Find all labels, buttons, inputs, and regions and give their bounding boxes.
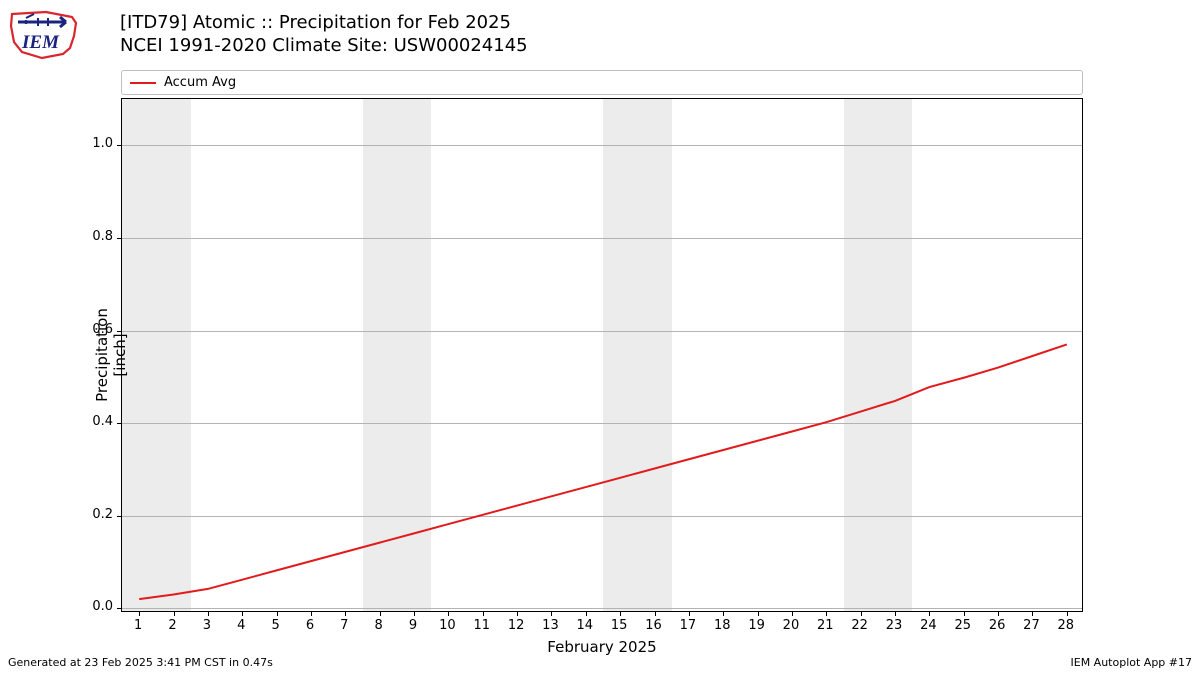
y-axis-label: Precipitation [inch]	[93, 285, 129, 425]
xtick-label: 19	[743, 618, 771, 633]
xtick-label: 22	[846, 618, 874, 633]
ytick-label: 0.4	[73, 414, 113, 429]
xtick-label: 24	[914, 618, 942, 633]
footer-appid: IEM Autoplot App #17	[1071, 656, 1193, 669]
xtick-label: 17	[674, 618, 702, 633]
xtick-label: 6	[296, 618, 324, 633]
xtick-label: 2	[159, 618, 187, 633]
xtick-label: 9	[399, 618, 427, 633]
xtick-label: 18	[708, 618, 736, 633]
legend-line	[130, 82, 156, 84]
xtick-label: 1	[124, 618, 152, 633]
xtick-label: 25	[949, 618, 977, 633]
plot-area	[121, 98, 1083, 612]
legend-label: Accum Avg	[164, 75, 236, 90]
xtick-label: 8	[365, 618, 393, 633]
svg-text:IEM: IEM	[21, 32, 60, 53]
xtick-label: 11	[468, 618, 496, 633]
xtick-label: 20	[777, 618, 805, 633]
xtick-label: 5	[262, 618, 290, 633]
ytick-label: 1.0	[73, 136, 113, 151]
ytick-label: 0.6	[73, 322, 113, 337]
footer-generated: Generated at 23 Feb 2025 3:41 PM CST in …	[8, 656, 273, 669]
xtick-label: 21	[811, 618, 839, 633]
ytick-label: 0.2	[73, 507, 113, 522]
series-svg	[122, 99, 1084, 613]
xtick-label: 15	[605, 618, 633, 633]
xtick-label: 23	[880, 618, 908, 633]
title-line1: [ITD79] Atomic :: Precipitation for Feb …	[120, 12, 528, 35]
ytick-label: 0.8	[73, 229, 113, 244]
xtick-label: 13	[536, 618, 564, 633]
xtick-label: 27	[1017, 618, 1045, 633]
xtick-label: 10	[433, 618, 461, 633]
xtick-label: 16	[640, 618, 668, 633]
iem-logo: IEM	[8, 8, 80, 60]
xtick-label: 3	[193, 618, 221, 633]
xtick-label: 14	[571, 618, 599, 633]
xtick-label: 28	[1052, 618, 1080, 633]
legend: Accum Avg	[121, 70, 1083, 95]
ytick-label: 0.0	[73, 599, 113, 614]
xtick-label: 12	[502, 618, 530, 633]
chart-title: [ITD79] Atomic :: Precipitation for Feb …	[120, 12, 528, 57]
x-axis-label: February 2025	[121, 638, 1083, 656]
title-line2: NCEI 1991-2020 Climate Site: USW00024145	[120, 35, 528, 58]
series-line	[139, 344, 1067, 599]
xtick-label: 26	[983, 618, 1011, 633]
xtick-label: 7	[330, 618, 358, 633]
xtick-label: 4	[227, 618, 255, 633]
